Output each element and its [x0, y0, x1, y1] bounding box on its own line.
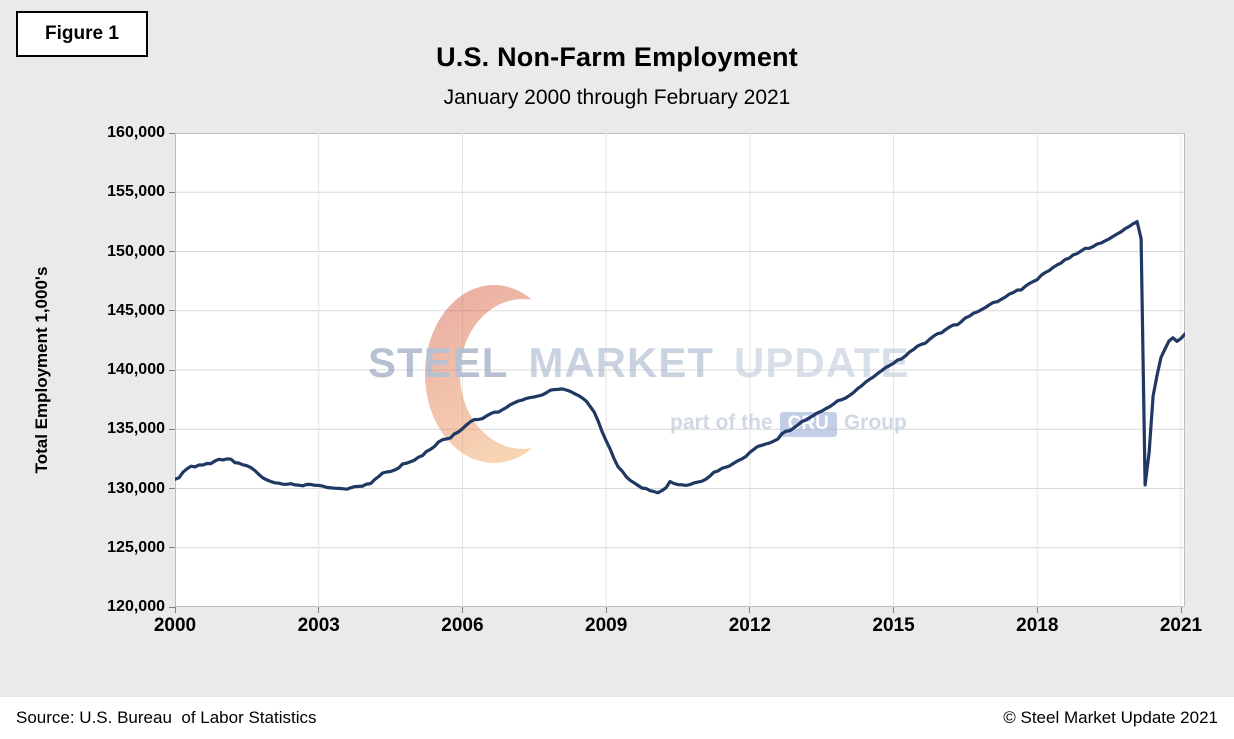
employment-line-series [175, 220, 1185, 495]
footer: Source: U.S. Bureau of Labor Statistics … [0, 697, 1234, 739]
x-axis-tick-mark [893, 607, 895, 613]
x-axis-tick-label: 2021 [1159, 615, 1203, 636]
x-axis-tick-mark [1036, 607, 1038, 613]
x-axis-tick-mark [318, 607, 320, 613]
x-axis-tick-mark [605, 607, 607, 613]
x-axis-tick-label: 2006 [441, 615, 484, 636]
y-axis-tick-label: 120,000 [107, 598, 165, 615]
chart-panel: Figure 1 U.S. Non-Farm Employment Januar… [0, 0, 1234, 697]
y-axis-tick-label: 125,000 [107, 538, 165, 556]
y-axis-tick-mark [169, 606, 175, 608]
y-axis-tick-label: 140,000 [107, 361, 165, 378]
x-axis-tick-mark [1180, 607, 1182, 613]
plot-area-wrapper: STEEL MARKET UPDATE part of the CRU Group 12… [107, 124, 1202, 636]
y-axis-tick-label: 135,000 [107, 420, 165, 438]
y-axis-tick-label: 150,000 [107, 242, 165, 260]
y-axis-tick-label: 145,000 [107, 301, 165, 319]
y-axis-tick-label: 155,000 [107, 183, 165, 201]
y-axis-title: Total Employment 1,000's [32, 266, 51, 474]
y-axis-tick-label: 130,000 [107, 479, 165, 497]
y-axis-tick-mark [169, 310, 175, 312]
y-axis-tick-mark [169, 251, 175, 252]
copyright-notice: © Steel Market Update 2021 [1003, 708, 1218, 727]
x-axis-tick-mark [174, 607, 176, 613]
x-axis-tick-label: 2015 [872, 615, 915, 636]
gridlines [175, 133, 1185, 607]
y-axis-tick-mark [169, 547, 175, 549]
x-axis-tick-label: 2018 [1016, 615, 1059, 636]
chart-title: U.S. Non-Farm Employment [436, 42, 798, 72]
x-axis-tick-mark [461, 607, 463, 613]
y-axis-tick-mark [169, 428, 175, 430]
x-axis-tick-label: 2009 [585, 615, 628, 636]
y-axis-tick-mark [169, 191, 175, 193]
y-axis-tick-mark [169, 369, 175, 371]
figure-label-badge: Figure 1 [16, 11, 148, 57]
y-axis-tick-mark [169, 488, 175, 489]
x-axis-tick-label: 2012 [728, 615, 771, 636]
x-axis-tick-mark [749, 607, 751, 613]
y-axis-tick-label: 160,000 [107, 124, 165, 141]
x-axis-tick-label: 2000 [153, 615, 197, 636]
source-attribution: Source: U.S. Bureau of Labor Statistics [16, 708, 317, 727]
y-axis-tick-mark [169, 132, 175, 134]
x-axis-tick-label: 2003 [297, 615, 340, 636]
chart-subtitle: January 2000 through February 2021 [443, 86, 791, 109]
